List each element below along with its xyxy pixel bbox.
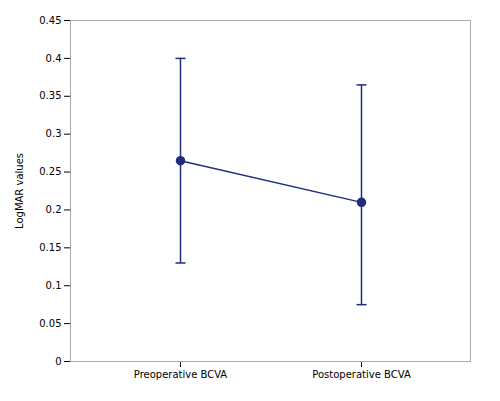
svg-text:Preoperative BCVA: Preoperative BCVA — [134, 369, 228, 380]
svg-text:0: 0 — [55, 356, 61, 367]
svg-text:0.3: 0.3 — [46, 128, 62, 139]
svg-text:0.05: 0.05 — [39, 318, 61, 329]
svg-text:0.45: 0.45 — [39, 15, 61, 26]
svg-text:0.25: 0.25 — [39, 166, 61, 177]
svg-text:0.15: 0.15 — [39, 242, 61, 253]
svg-text:0.4: 0.4 — [46, 53, 62, 64]
svg-text:0.1: 0.1 — [46, 280, 62, 291]
svg-text:Postoperative BCVA: Postoperative BCVA — [312, 369, 411, 380]
svg-text:0.2: 0.2 — [46, 204, 62, 215]
svg-text:LogMAR values: LogMAR values — [14, 153, 25, 229]
svg-text:0.35: 0.35 — [39, 90, 61, 101]
